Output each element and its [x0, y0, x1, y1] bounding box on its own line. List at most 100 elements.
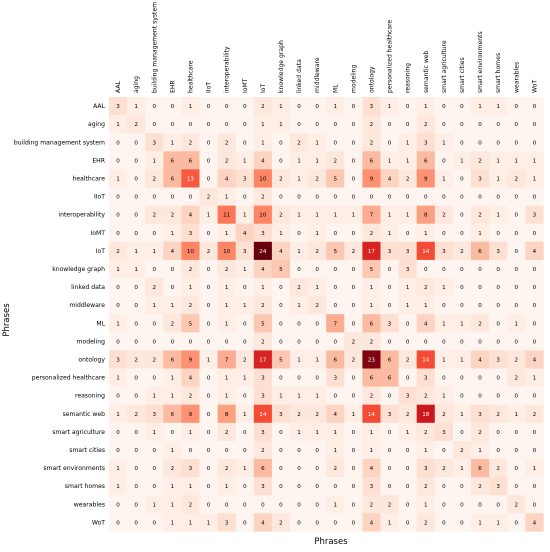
heatmap-cell: [163, 422, 182, 442]
heatmap-cell: [398, 513, 417, 532]
cell-value-label: 0: [352, 195, 356, 201]
heatmap-cell: [326, 440, 345, 460]
cell-value-label: 0: [152, 339, 156, 345]
heatmap-cell: [217, 296, 236, 315]
heatmap-cell: [199, 133, 218, 152]
heatmap-cell: [235, 133, 255, 152]
heatmap-cell: [308, 115, 327, 134]
cell-value-label: 1: [225, 394, 229, 400]
cell-value-label: 0: [514, 484, 518, 490]
x-tick-label: WoT: [531, 80, 538, 93]
heatmap-cell: [290, 241, 309, 261]
cell-value-label: 0: [478, 303, 482, 309]
cell-value-label: 0: [134, 158, 138, 164]
cell-value-label: 2: [496, 466, 500, 472]
cell-value-label: 3: [116, 104, 120, 110]
cell-value-label: 1: [315, 140, 319, 146]
cell-value-label: 0: [460, 303, 464, 309]
heatmap-cell: [362, 133, 381, 152]
cell-value-label: 6: [370, 376, 374, 382]
cell-value-label: 2: [533, 412, 537, 418]
cell-value-label: 6: [333, 357, 337, 363]
cell-value-label: 4: [189, 213, 193, 219]
cell-value-label: 0: [388, 484, 392, 490]
cell-value-label: 3: [388, 412, 392, 418]
heatmap-cell: [507, 350, 526, 369]
cell-value-label: 0: [171, 285, 175, 291]
heatmap-cell: [507, 296, 526, 315]
y-tick-label: smart environments: [43, 465, 105, 472]
heatmap-cell: [507, 368, 526, 387]
heatmap-cell: [290, 296, 309, 315]
cell-value-label: 14: [422, 357, 430, 363]
cell-value-label: 0: [152, 466, 156, 472]
heatmap-cell: [344, 115, 363, 134]
cell-value-label: 2: [279, 520, 283, 526]
cell-value-label: 1: [116, 466, 120, 472]
heatmap-cell: [217, 495, 236, 514]
cell-value-label: 1: [514, 321, 518, 327]
heatmap-cell: [416, 513, 436, 532]
cell-value-label: 2: [406, 412, 410, 418]
cell-value-label: 7: [333, 321, 337, 327]
cell-value-label: 0: [514, 430, 518, 436]
cell-value-label: 5: [189, 321, 193, 327]
cell-value-label: 1: [261, 285, 265, 291]
heatmap-cell: [344, 495, 363, 514]
cell-value-label: 0: [116, 285, 120, 291]
cell-value-label: 1: [152, 502, 156, 508]
cell-value-label: 7: [370, 213, 374, 219]
heatmap-cell: [489, 97, 508, 116]
cell-value-label: 4: [243, 231, 247, 237]
cell-value-label: 2: [261, 303, 265, 309]
cell-value-label: 0: [315, 195, 319, 201]
heatmap-cell: [416, 477, 436, 496]
cell-value-label: 2: [424, 394, 428, 400]
cell-value-label: 0: [243, 285, 247, 291]
cell-value-label: 1: [533, 176, 537, 182]
cell-value-label: 2: [388, 502, 392, 508]
cell-value-label: 3: [442, 430, 446, 436]
heatmap-cell: [507, 495, 526, 514]
cell-value-label: 3: [388, 321, 392, 327]
heatmap-cell: [507, 151, 526, 170]
heatmap-cell: [416, 223, 436, 243]
cell-value-label: 1: [442, 176, 446, 182]
cell-value-label: 2: [478, 430, 482, 436]
heatmap-cell: [525, 133, 544, 152]
heatmap-cell: [145, 440, 164, 460]
heatmap-cell: [163, 187, 182, 206]
heatmap-cell: [344, 133, 363, 152]
cell-value-label: 0: [496, 140, 500, 146]
heatmap-cell: [145, 223, 164, 243]
heatmap-cell: [127, 169, 146, 188]
heatmap-cell: [235, 368, 255, 387]
heatmap-cell: [344, 513, 363, 532]
heatmap-cell: [308, 241, 327, 261]
cell-value-label: 2: [460, 448, 464, 454]
heatmap-cell: [452, 278, 472, 297]
cell-value-label: 0: [333, 285, 337, 291]
heatmap-cell: [362, 278, 381, 297]
cell-value-label: 0: [478, 339, 482, 345]
heatmap-cell: [344, 187, 363, 206]
heatmap-cell: [452, 495, 472, 514]
heatmap-cell: [163, 495, 182, 514]
cell-value-label: 2: [442, 466, 446, 472]
cell-value-label: 1: [460, 412, 464, 418]
cell-value-label: 0: [243, 520, 247, 526]
cell-value-label: 0: [297, 231, 301, 237]
heatmap-cell: [525, 422, 544, 442]
cell-value-label: 0: [225, 104, 229, 110]
heatmap-cell: [235, 169, 255, 188]
cell-value-label: 0: [460, 267, 464, 273]
cell-value-label: 0: [460, 285, 464, 291]
x-tick-label: smart environments: [477, 31, 484, 93]
heatmap-cell: [163, 115, 182, 134]
heatmap-cell: [163, 477, 182, 496]
cell-value-label: 0: [406, 484, 410, 490]
cell-value-label: 6: [171, 176, 175, 182]
cell-value-label: 0: [297, 466, 301, 472]
heatmap-cell: [434, 495, 454, 514]
heatmap-cell: [199, 259, 218, 279]
